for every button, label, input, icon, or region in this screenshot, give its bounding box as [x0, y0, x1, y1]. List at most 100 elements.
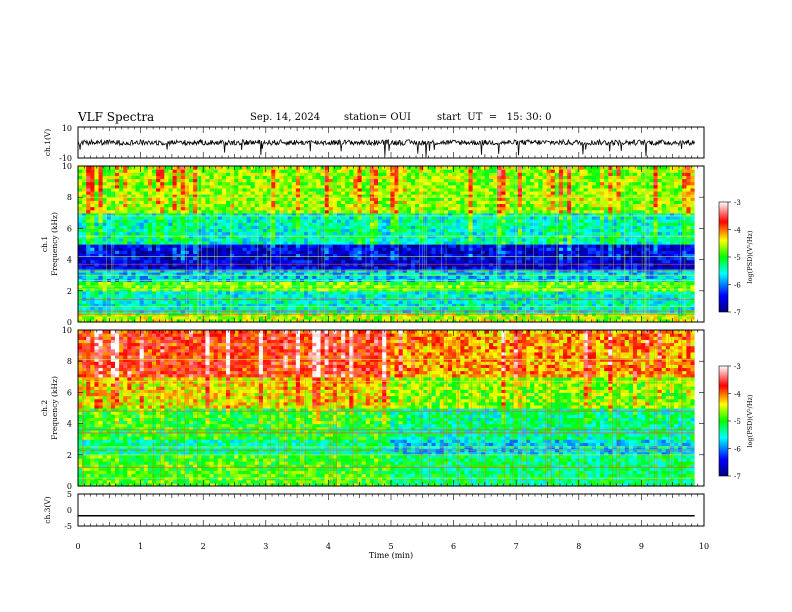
- spectrogram-cell: [456, 278, 461, 283]
- spectrogram-cell: [176, 256, 182, 261]
- spectrogram-cell: [332, 178, 338, 183]
- spectrogram-cell: [197, 197, 202, 201]
- spectrogram-cell: [332, 303, 338, 307]
- spectrogram-cell: [460, 166, 466, 170]
- spectrogram-cell: [271, 184, 276, 189]
- spectrogram-cell: [353, 281, 359, 286]
- spectrogram-cell: [258, 265, 264, 270]
- spectrogram-cell: [410, 315, 416, 320]
- spectrogram-cell: [135, 300, 141, 304]
- spectrogram-cell: [98, 206, 104, 211]
- spectrogram-cell: [188, 181, 194, 186]
- spectrogram-cell: [193, 297, 198, 301]
- spectrogram-cell: [143, 194, 149, 198]
- spectrogram-cell: [217, 178, 223, 183]
- spectrogram-cell: [197, 278, 202, 283]
- spectrogram-cell: [135, 293, 141, 298]
- spectrogram-cell: [304, 187, 309, 192]
- spectrogram-cell: [94, 206, 100, 211]
- spectrogram-cell: [373, 206, 379, 211]
- spectrogram-cell: [119, 215, 124, 220]
- spectrogram-cell: [106, 190, 112, 195]
- spectrogram-cell: [250, 265, 256, 270]
- spectrogram-cell: [151, 237, 157, 242]
- spectrogram-cell: [164, 209, 170, 214]
- spectrogram-cell: [415, 215, 420, 220]
- spectrogram-cell: [345, 315, 350, 320]
- spectrogram-cell: [365, 203, 371, 208]
- spectrogram-cell: [119, 209, 124, 214]
- spectrogram-cell: [106, 228, 112, 233]
- spectrogram-cell: [480, 281, 486, 286]
- spectrogram-cell: [423, 200, 429, 205]
- spectrogram-cell: [86, 187, 91, 192]
- spectrogram-cell: [119, 203, 124, 208]
- spectrogram-cell: [287, 212, 293, 217]
- spectrogram-cell: [460, 206, 466, 211]
- spectrogram-cell: [188, 278, 194, 283]
- spectrogram-cell: [410, 181, 416, 186]
- spectrogram-cell: [460, 253, 466, 258]
- spectrogram-cell: [234, 265, 239, 270]
- spectrogram-cell: [86, 253, 91, 258]
- spectrogram-cell: [176, 166, 182, 170]
- spectrogram-cell: [234, 225, 239, 229]
- spectrogram-cell: [246, 222, 252, 226]
- spectrogram-cell: [324, 259, 330, 264]
- spectrogram-cell: [431, 265, 437, 270]
- spectrogram-cell: [456, 166, 461, 170]
- spectrogram-cell: [378, 225, 383, 229]
- spectrogram-cell: [390, 256, 396, 261]
- spectrogram-cell: [127, 265, 133, 270]
- spectrogram-cell: [484, 275, 490, 279]
- spectrogram-cell: [398, 225, 404, 229]
- spectrogram-cell: [246, 237, 252, 242]
- spectrogram-cell: [291, 247, 297, 251]
- spectrogram-cell: [283, 206, 289, 211]
- spectrogram-cell: [225, 215, 231, 220]
- spectrogram-cell: [295, 169, 301, 173]
- spectrogram-cell: [176, 275, 182, 279]
- spectrogram-cell: [373, 265, 379, 270]
- spectrogram-cell: [275, 172, 281, 176]
- spectrogram-cell: [320, 203, 326, 208]
- spectrogram-cell: [176, 203, 182, 208]
- spectrogram-cell: [271, 178, 276, 183]
- spectrogram-cell: [394, 194, 400, 198]
- spectrogram-cell: [324, 293, 330, 298]
- spectrogram-cell: [480, 275, 486, 279]
- spectrogram-cell: [427, 231, 433, 236]
- spectrogram-cell: [246, 228, 252, 233]
- spectrogram-cell: [135, 259, 141, 264]
- spectrogram-cell: [345, 281, 350, 286]
- spectrogram-cell: [246, 181, 252, 186]
- spectrogram-cell: [258, 259, 264, 264]
- spectrogram-cell: [398, 219, 404, 223]
- spectrogram-cell: [415, 178, 420, 183]
- spectrogram-cell: [230, 190, 235, 195]
- spectrogram-cell: [328, 222, 334, 226]
- spectrogram-cell: [225, 169, 231, 173]
- spectrogram-cell: [106, 197, 112, 201]
- spectrogram-cell: [106, 219, 112, 223]
- spectrogram-cell: [275, 250, 281, 254]
- spectrogram-cell: [225, 303, 231, 307]
- spectrogram-cell: [382, 184, 387, 189]
- spectrogram-cell: [460, 247, 466, 251]
- spectrogram-cell: [480, 278, 486, 283]
- spectrogram-cell: [106, 278, 112, 283]
- spectrogram-cell: [151, 265, 157, 270]
- spectrogram-cell: [324, 219, 330, 223]
- spectrogram-cell: [304, 265, 309, 270]
- spectrogram-cell: [176, 209, 182, 214]
- spectrogram-cell: [378, 315, 383, 320]
- spectrogram-cell: [427, 166, 433, 170]
- spectrogram-cell: [143, 197, 149, 201]
- spectrogram-cell: [308, 315, 313, 320]
- spectrogram-cell: [221, 259, 227, 264]
- spectrogram-cell: [357, 169, 363, 173]
- spectrogram-cell: [468, 297, 474, 301]
- spectrogram-cell: [341, 306, 346, 311]
- spectrogram-cell: [267, 231, 272, 236]
- spectrogram-cell: [217, 247, 223, 251]
